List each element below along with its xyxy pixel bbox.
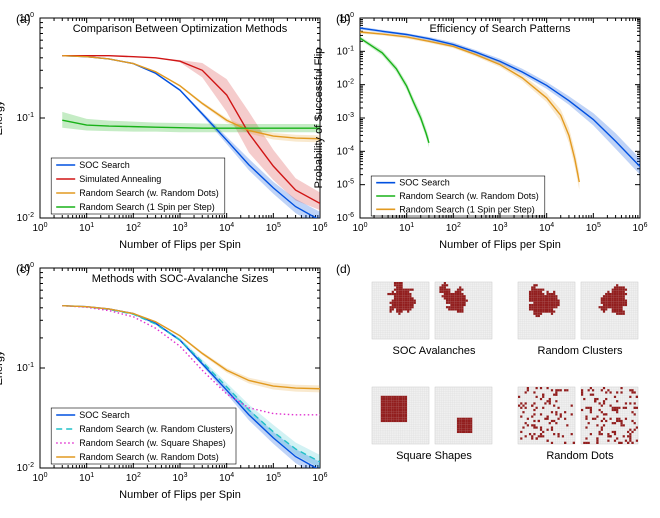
svg-text:105: 105 (266, 222, 281, 234)
svg-text:104: 104 (539, 222, 554, 234)
svg-text:10-1: 10-1 (337, 45, 354, 57)
svg-text:10-2: 10-2 (17, 462, 34, 474)
svg-text:Number of Flips per Spin: Number of Flips per Spin (439, 239, 561, 251)
svg-text:101: 101 (79, 222, 94, 234)
svg-text:Probability of Successful Flip: Probability of Successful Flip (313, 48, 325, 189)
svg-text:100: 100 (19, 262, 34, 274)
caption-random-dots: Random Dots (520, 450, 640, 462)
svg-text:SOC Search: SOC Search (79, 160, 130, 170)
svg-text:100: 100 (19, 12, 34, 24)
svg-text:Efficiency of Search Patterns: Efficiency of Search Patterns (429, 23, 571, 35)
svg-text:10-2: 10-2 (337, 79, 354, 91)
chart-c: 100 101 102 103 104 105 106 10-2 10-1 100 Methods … (0, 256, 348, 516)
svg-text:Random Search (1 Spin per Step: Random Search (1 Spin per Step) (399, 204, 535, 214)
svg-text:Methods with SOC-Avalanche Siz: Methods with SOC-Avalanche Sizes (92, 273, 269, 285)
svg-text:101: 101 (79, 472, 94, 484)
svg-text:102: 102 (126, 222, 141, 234)
svg-text:Random Search (w. Random Dots): Random Search (w. Random Dots) (399, 191, 539, 201)
svg-text:Comparison Between Optimizatio: Comparison Between Optimization Methods (73, 23, 288, 35)
svg-text:Energy: Energy (0, 350, 5, 385)
svg-text:105: 105 (586, 222, 601, 234)
svg-text:SOC Search: SOC Search (399, 178, 450, 188)
svg-text:100: 100 (352, 222, 367, 234)
svg-text:Random Search (w. Random Clust: Random Search (w. Random Clusters) (79, 424, 233, 434)
svg-text:Simulated Annealing: Simulated Annealing (79, 174, 161, 184)
svg-text:SOC Search: SOC Search (79, 410, 130, 420)
svg-text:100: 100 (32, 472, 47, 484)
svg-text:105: 105 (266, 472, 281, 484)
svg-text:Random Search (w. Random Dots): Random Search (w. Random Dots) (79, 452, 219, 462)
svg-text:106: 106 (632, 222, 647, 234)
svg-text:10-6: 10-6 (337, 212, 354, 224)
svg-text:Number of Flips per Spin: Number of Flips per Spin (119, 239, 241, 251)
panel-d-graphics (370, 280, 640, 476)
svg-text:Number of Flips per Spin: Number of Flips per Spin (119, 489, 241, 501)
svg-text:104: 104 (219, 222, 234, 234)
svg-text:10-1: 10-1 (17, 112, 34, 124)
chart-b: 100 101 102 103 104 105 106 10-6 10-5 10-4 10-3 10-… (308, 6, 660, 266)
svg-text:100: 100 (32, 222, 47, 234)
svg-text:Random Search (w. Random Dots): Random Search (w. Random Dots) (79, 188, 219, 198)
svg-text:102: 102 (126, 472, 141, 484)
svg-text:100: 100 (339, 12, 354, 24)
caption-square-shapes: Square Shapes (374, 450, 494, 462)
caption-random-clusters: Random Clusters (520, 345, 640, 357)
svg-text:Random Search (1 Spin per Step: Random Search (1 Spin per Step) (79, 202, 215, 212)
svg-text:Energy: Energy (0, 100, 5, 135)
svg-text:Random Search (w. Square Shape: Random Search (w. Square Shapes) (79, 438, 226, 448)
svg-text:104: 104 (219, 472, 234, 484)
svg-text:10-1: 10-1 (17, 362, 34, 374)
svg-text:101: 101 (399, 222, 414, 234)
svg-text:103: 103 (172, 472, 187, 484)
svg-text:102: 102 (446, 222, 461, 234)
svg-text:10-3: 10-3 (337, 112, 354, 124)
svg-text:106: 106 (312, 472, 327, 484)
caption-soc-avalanches: SOC Avalanches (374, 345, 494, 357)
svg-text:10-4: 10-4 (337, 145, 354, 157)
svg-text:10-2: 10-2 (17, 212, 34, 224)
chart-a: 10010110210310410510610-210-1100Comparis… (0, 6, 348, 266)
svg-text:103: 103 (492, 222, 507, 234)
svg-text:103: 103 (172, 222, 187, 234)
svg-text:10-5: 10-5 (337, 179, 354, 191)
